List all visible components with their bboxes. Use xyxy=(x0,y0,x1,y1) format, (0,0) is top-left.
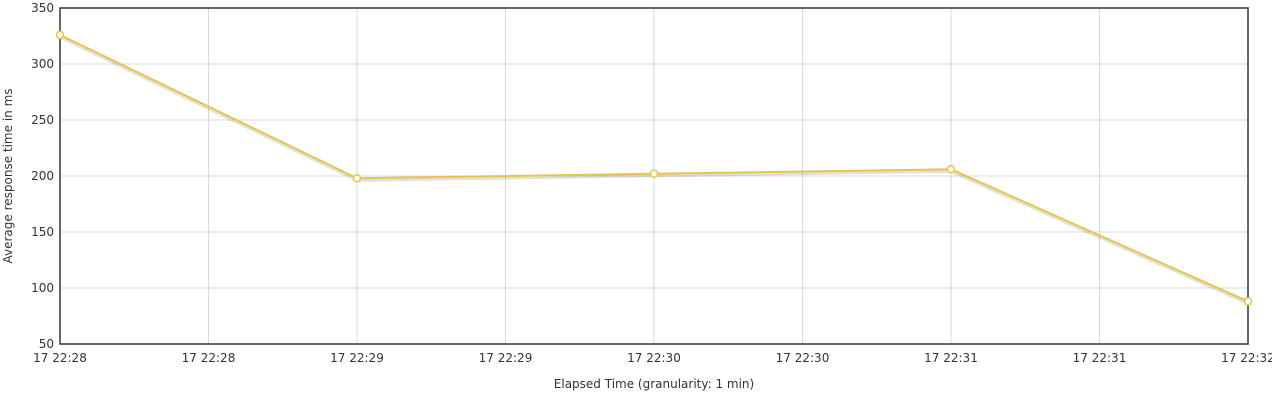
data-point[interactable] xyxy=(946,165,956,174)
x-axis-ticks: 17 22:28 17 22:28 17 22:29 17 22:29 17 22:30… xyxy=(33,351,1272,365)
y-tick-label: 200 xyxy=(31,169,54,183)
y-axis-label: Average response time in ms xyxy=(1,88,15,263)
x-tick-label: 17 22:29 xyxy=(330,351,384,365)
y-tick-label: 250 xyxy=(31,113,54,127)
data-point[interactable] xyxy=(352,173,362,183)
y-tick-label: 150 xyxy=(31,225,54,239)
grid xyxy=(59,7,1249,345)
x-tick-label: 17 22:28 xyxy=(33,351,87,365)
plot-area-border xyxy=(59,7,1249,345)
x-axis-label: Elapsed Time (granularity: 1 min) xyxy=(554,377,754,391)
x-tick-label: 17 22:28 xyxy=(182,351,236,365)
x-tick-label: 17 22:30 xyxy=(776,351,830,365)
x-tick-label: 17 22:31 xyxy=(1073,351,1127,365)
y-axis-ticks: 50 100 150 200 250 300 350 xyxy=(31,1,54,351)
y-tick-label: 300 xyxy=(31,57,54,71)
y-tick-label: 50 xyxy=(39,337,54,351)
x-tick-label: 17 22:31 xyxy=(924,351,978,365)
data-point[interactable] xyxy=(1243,297,1253,306)
x-tick-label: 17 22:32 xyxy=(1221,351,1272,365)
x-tick-label: 17 22:30 xyxy=(627,351,681,365)
data-point[interactable] xyxy=(55,30,65,40)
y-tick-label: 100 xyxy=(31,281,54,295)
series-layer xyxy=(55,30,1253,306)
x-tick-label: 17 22:29 xyxy=(479,351,533,365)
y-tick-label: 350 xyxy=(31,1,54,15)
data-point[interactable] xyxy=(649,169,659,179)
